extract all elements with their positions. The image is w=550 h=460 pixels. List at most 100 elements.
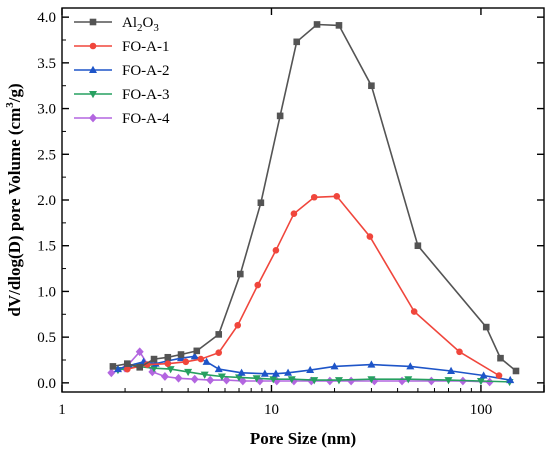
data-point <box>482 323 490 331</box>
y-axis-title-sup: 3 <box>4 102 16 108</box>
y-tick-label: 2.5 <box>37 147 56 163</box>
data-point <box>310 377 319 385</box>
legend-label-part: FO-A-3 <box>122 87 170 103</box>
data-point <box>214 364 223 373</box>
data-point <box>238 376 247 386</box>
x-tick-label: 1 <box>58 402 66 418</box>
data-point <box>113 364 122 373</box>
x-axis-title: Pore Size (nm) <box>250 429 356 448</box>
data-point <box>150 355 158 363</box>
data-point <box>406 362 415 370</box>
data-point <box>124 365 131 373</box>
legend-marker <box>89 65 97 73</box>
data-point <box>255 376 264 386</box>
data-point <box>237 270 244 278</box>
data-point <box>215 349 223 356</box>
series-fo-a-3 <box>113 363 514 387</box>
data-point <box>276 112 284 120</box>
data-point <box>252 375 261 383</box>
data-point <box>347 376 356 386</box>
data-point <box>217 373 226 381</box>
data-point <box>287 376 296 384</box>
data-point <box>109 363 117 370</box>
data-point <box>290 210 298 218</box>
y-tick-label: 4.0 <box>37 10 56 26</box>
y-tick-label: 1.5 <box>37 239 56 255</box>
data-point <box>306 365 315 374</box>
data-point <box>307 376 316 386</box>
data-point <box>260 369 269 377</box>
data-point <box>410 308 418 315</box>
legend-label-part: FO-A-1 <box>122 39 170 55</box>
data-point <box>368 82 375 90</box>
legend-label: FO-A-4 <box>122 111 170 127</box>
series-fo-a-1 <box>124 193 503 379</box>
axis-ticks: 1 10 100 0.0 0.5 1.0 1.5 2.0 2.5 3.0 3.5 4.0 <box>37 8 545 418</box>
legend-marker <box>89 42 97 50</box>
legend-label: FO-A-1 <box>122 39 170 55</box>
data-point <box>325 376 334 386</box>
data-point <box>272 376 281 386</box>
data-point <box>206 375 215 385</box>
y-tick-label: 3.5 <box>37 56 56 72</box>
data-point <box>257 199 265 207</box>
y-axis-title-main: dV/dlog(D) pore Volume (cm <box>5 108 24 317</box>
data-point <box>367 376 376 384</box>
data-point <box>269 376 278 384</box>
data-point <box>135 347 144 357</box>
series-line <box>117 365 510 383</box>
data-point <box>136 364 144 371</box>
legend-label-part: FO-A-4 <box>122 111 170 127</box>
data-point <box>310 193 318 201</box>
data-point <box>495 372 503 379</box>
data-point <box>271 369 280 377</box>
legend-label-subscript: 3 <box>153 22 159 34</box>
legend-label: FO-A-2 <box>122 63 170 79</box>
x-tick-label: 100 <box>470 402 493 418</box>
y-axis-title-tail: /g) <box>5 83 24 103</box>
y-axis-title: dV/dlog(D) pore Volume (cm3/g) <box>4 83 24 316</box>
data-point <box>237 368 246 376</box>
data-point <box>177 351 185 358</box>
data-point <box>366 233 374 240</box>
legend-marker <box>89 113 97 123</box>
data-point <box>190 352 199 360</box>
data-point <box>414 242 422 250</box>
data-point <box>289 376 298 386</box>
chart-marks <box>107 21 520 387</box>
legend-label: Al2O3 <box>122 15 159 34</box>
data-point <box>193 347 201 355</box>
data-point <box>370 376 379 386</box>
series-fo-a-4 <box>107 347 494 387</box>
data-point <box>202 357 211 365</box>
y-tick-label: 0.5 <box>37 330 56 346</box>
legend-marker <box>89 91 97 99</box>
data-point <box>150 365 159 373</box>
data-point <box>313 21 321 28</box>
data-point <box>222 375 231 385</box>
data-point <box>107 368 116 378</box>
data-point <box>215 331 223 338</box>
data-point <box>427 376 436 386</box>
legend-marker <box>89 18 97 26</box>
legend-label-part: FO-A-2 <box>122 63 170 79</box>
data-point <box>479 371 488 379</box>
data-point <box>160 372 169 381</box>
data-point <box>234 321 242 329</box>
y-tick-label: 0.0 <box>37 376 56 392</box>
data-point <box>398 376 407 386</box>
data-point <box>506 375 515 384</box>
data-point <box>184 368 193 377</box>
y-tick-label: 3.0 <box>37 102 56 118</box>
data-point <box>124 360 131 367</box>
data-point <box>367 360 376 368</box>
data-point <box>497 354 504 362</box>
data-point <box>447 366 456 374</box>
legend: Al2O3 FO-A-1 FO-A-2 FO-A-3 FO-A-4 <box>74 15 170 127</box>
legend-label-part: O <box>143 15 154 31</box>
data-point <box>293 38 301 46</box>
x-tick-label: 10 <box>264 402 279 418</box>
data-point <box>164 353 172 361</box>
series-line <box>127 195 500 377</box>
